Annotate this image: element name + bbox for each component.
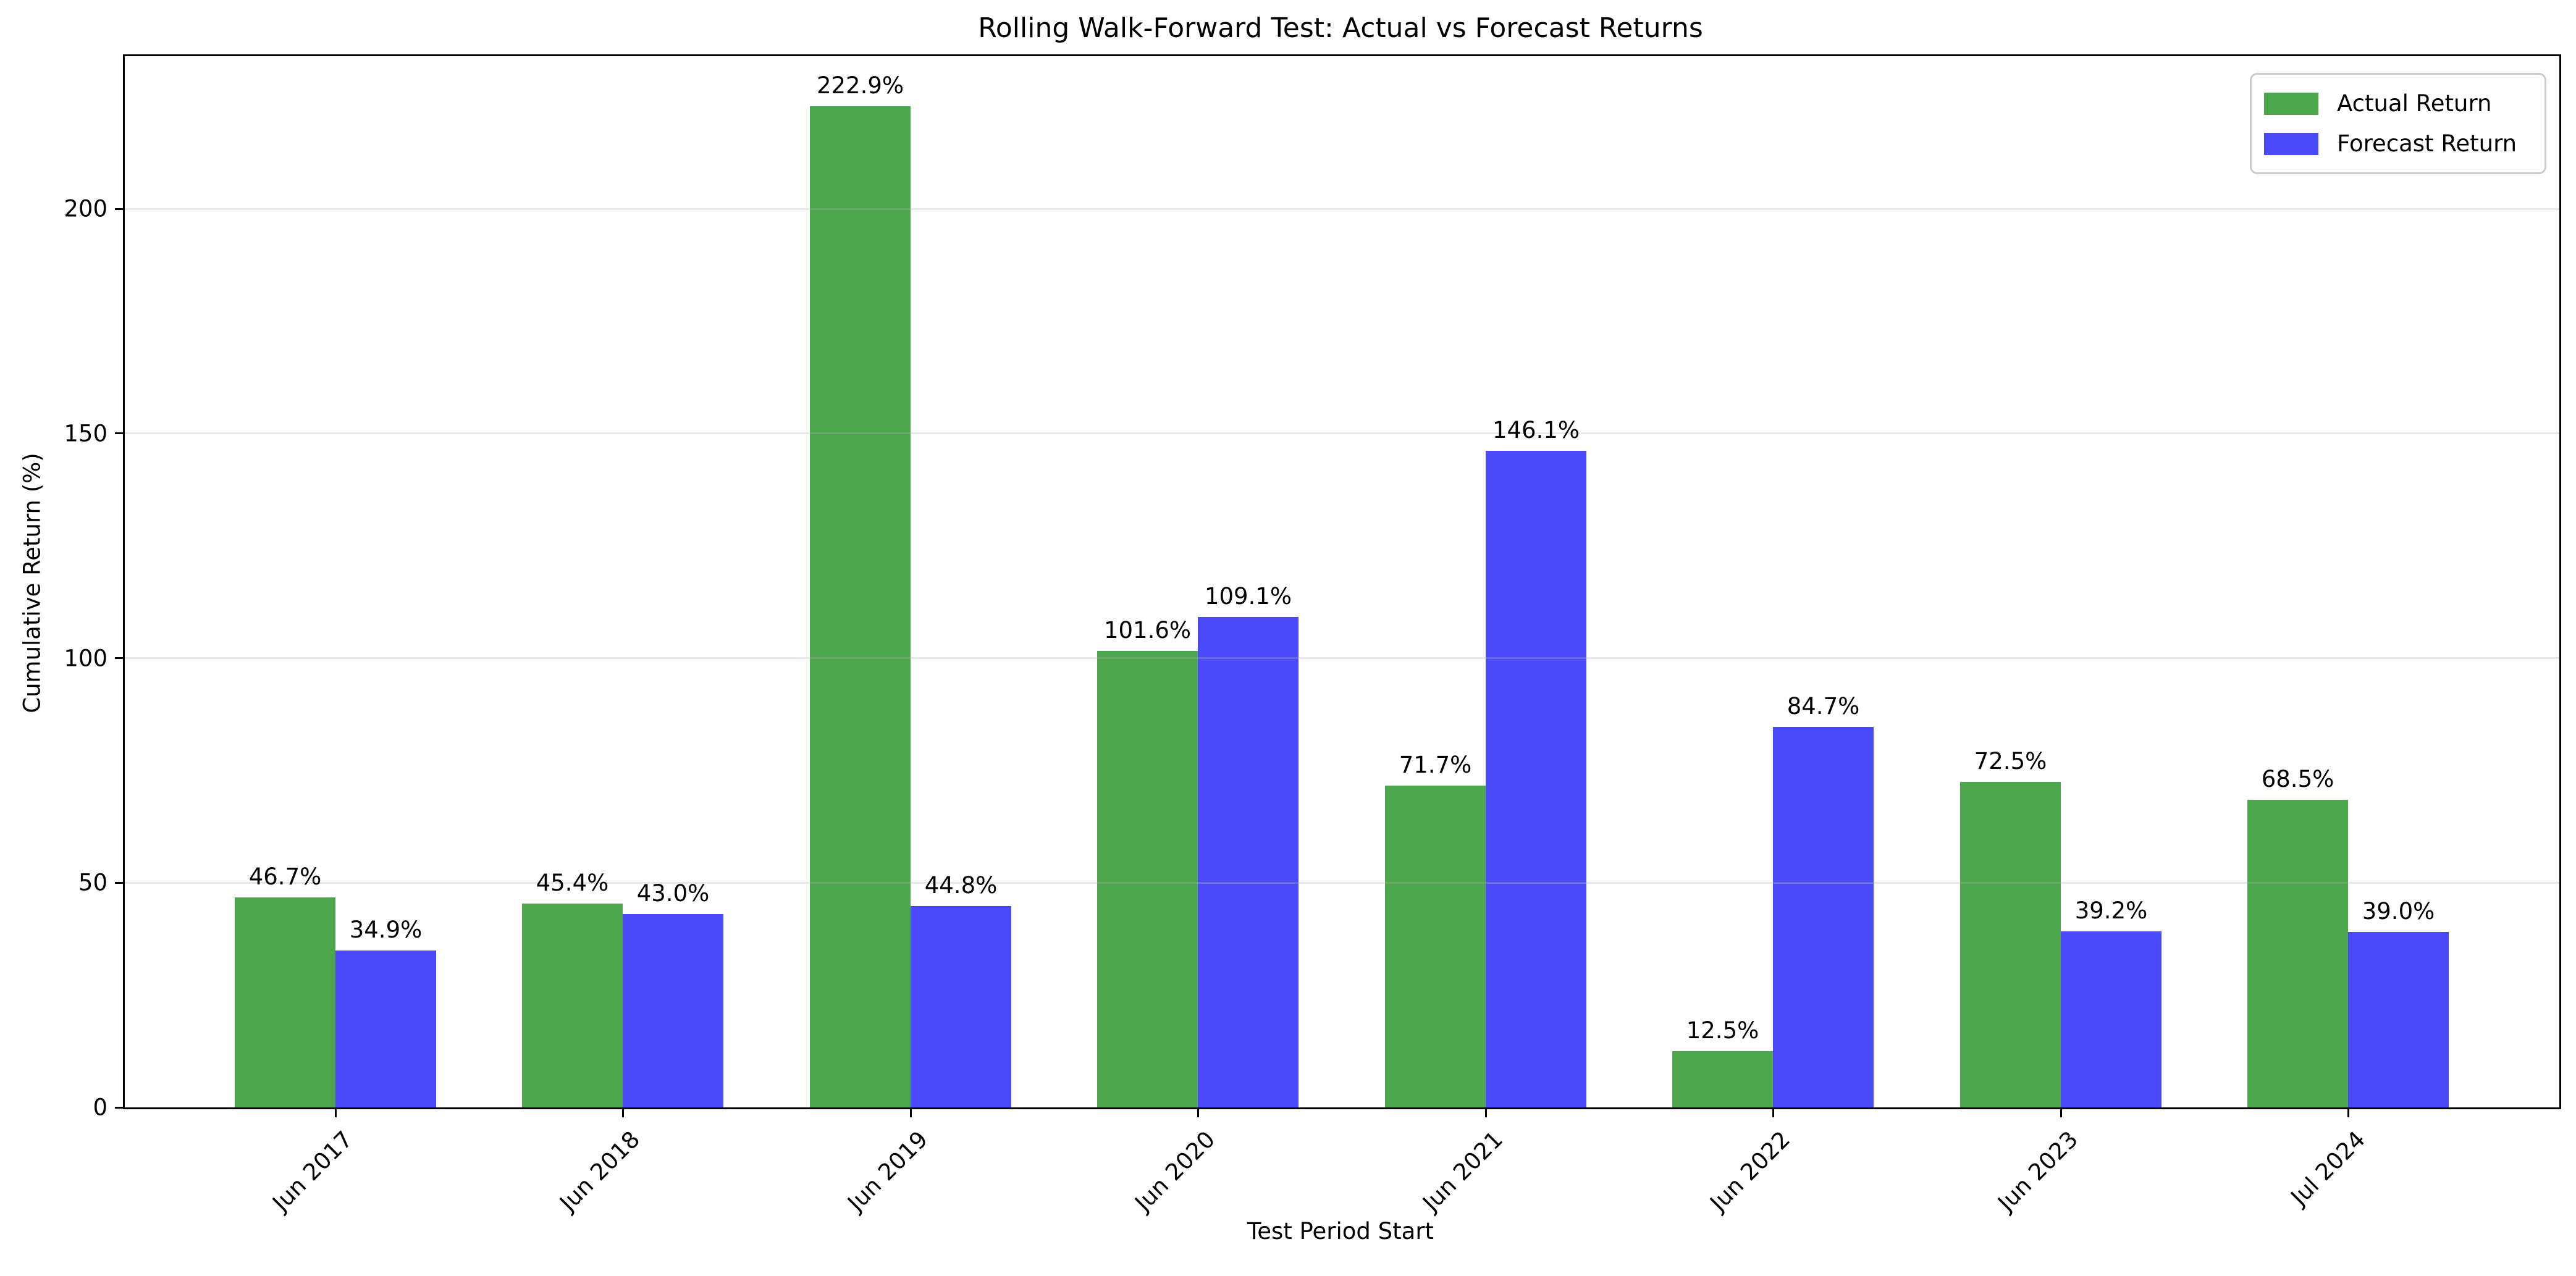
y-tick-mark	[115, 1106, 123, 1109]
value-label: 34.9%	[349, 917, 423, 944]
x-axis-label: Test Period Start	[1247, 1218, 1434, 1245]
y-tick-mark	[115, 432, 123, 435]
y-tick-mark	[115, 881, 123, 884]
x-tick-label: Jun 2020	[1130, 1126, 1221, 1217]
legend-item-forecast-return: Forecast Return	[2264, 130, 2532, 157]
bar-forecast-jun-2019	[911, 906, 1011, 1107]
bar-forecast-jul-2024	[2348, 932, 2449, 1107]
bar-forecast-jun-2017	[335, 951, 436, 1107]
bar-forecast-jun-2018	[623, 914, 723, 1107]
bar-actual-jul-2024	[2247, 799, 2348, 1107]
value-label: 101.6%	[1103, 617, 1192, 644]
value-label: 46.7%	[248, 863, 322, 891]
value-label: 68.5%	[2261, 765, 2334, 792]
y-tick-label: 100	[64, 645, 107, 672]
x-tick-label: Jul 2024	[2286, 1126, 2371, 1211]
legend-label: Actual Return	[2337, 90, 2492, 117]
x-tick-mark	[1772, 1109, 1774, 1117]
legend-item-actual-return: Actual Return	[2264, 90, 2532, 117]
x-tick-label: Jun 2022	[1705, 1126, 1796, 1217]
legend: Actual Return Forecast Return	[2250, 73, 2546, 174]
bar-actual-jun-2017	[235, 897, 335, 1107]
gridline-y-100	[125, 657, 2559, 660]
value-label: 39.0%	[2362, 898, 2435, 925]
bar-actual-jun-2018	[522, 903, 623, 1107]
gridline-y-50	[125, 881, 2559, 884]
bar-forecast-jun-2022	[1773, 726, 1874, 1107]
x-tick-label: Jun 2023	[1993, 1126, 2084, 1217]
value-label: 84.7%	[1787, 692, 1860, 720]
x-tick-mark	[334, 1109, 337, 1117]
gridline-y-150	[125, 432, 2559, 435]
y-axis-label: Cumulative Return (%)	[19, 453, 46, 713]
x-tick-label: Jun 2018	[555, 1126, 646, 1217]
bar-actual-jun-2020	[1097, 651, 1198, 1107]
gridline-y-200	[125, 208, 2559, 210]
value-label: 72.5%	[1974, 747, 2047, 774]
legend-label: Forecast Return	[2337, 130, 2517, 157]
y-tick-label: 0	[93, 1094, 107, 1121]
legend-swatch-icon	[2264, 92, 2318, 115]
x-tick-label: Jun 2021	[1418, 1126, 1509, 1217]
bar-actual-jun-2019	[810, 106, 911, 1107]
value-label: 71.7%	[1399, 751, 1472, 778]
plot-area: 0 50 100 150 200 46.7% 45.4% 222.9% 101.6% 71.7% 1…	[64, 54, 2561, 1216]
x-tick-label: Jun 2017	[267, 1126, 358, 1217]
bar-actual-jun-2021	[1385, 785, 1486, 1107]
bar-forecast-jun-2023	[2061, 931, 2161, 1107]
x-tick-mark	[1197, 1109, 1199, 1117]
y-tick-label: 50	[78, 869, 107, 896]
y-tick-mark	[115, 657, 123, 660]
x-tick-mark	[2060, 1109, 2062, 1117]
legend-swatch-icon	[2264, 132, 2318, 155]
chart-title: Rolling Walk-Forward Test: Actual vs For…	[978, 12, 1703, 44]
x-tick-label: Jun 2019	[843, 1126, 933, 1217]
value-label: 45.4%	[536, 869, 609, 896]
x-tick-mark	[2347, 1109, 2349, 1117]
x-tick-mark	[909, 1109, 912, 1117]
value-label: 12.5%	[1686, 1017, 1759, 1044]
bar-forecast-jun-2021	[1486, 451, 1586, 1107]
bar-actual-jun-2023	[1960, 781, 2061, 1107]
value-label: 43.0%	[636, 880, 710, 907]
value-label: 222.9%	[816, 72, 904, 99]
value-label: 109.1%	[1204, 583, 1292, 610]
value-label: 39.2%	[2074, 897, 2148, 924]
value-label: 44.8%	[924, 872, 998, 899]
y-tick-label: 150	[64, 420, 107, 447]
y-tick-mark	[115, 208, 123, 210]
bar-forecast-jun-2020	[1198, 617, 1299, 1107]
x-tick-mark	[621, 1109, 624, 1117]
y-tick-label: 200	[64, 195, 107, 222]
x-tick-mark	[1484, 1109, 1487, 1117]
bar-actual-jun-2022	[1672, 1051, 1773, 1107]
value-label: 146.1%	[1492, 417, 1580, 444]
